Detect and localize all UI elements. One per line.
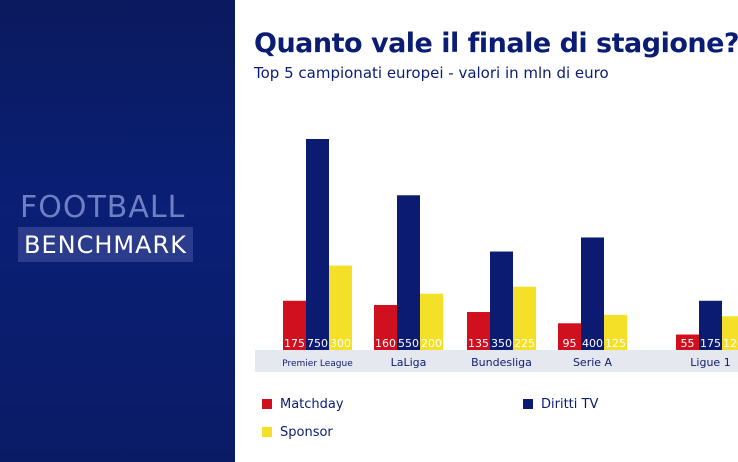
bar-matchday-ligue-1 — [676, 334, 699, 350]
brand-benchmark: BENCHMARK — [18, 227, 193, 262]
bar-matchday-serie-a — [558, 323, 581, 350]
x-tick-label-ligue-1: Ligue 1 — [690, 356, 730, 369]
chart-title: Quanto vale il finale di stagione? — [254, 28, 738, 59]
x-tick-label-premier-league: Premier League — [282, 359, 353, 369]
data-label-matchday-laliga: 160 — [375, 337, 396, 350]
data-label-diritti-tv-premier-league: 750 — [307, 337, 328, 350]
brand-football: FOOTBALL — [20, 190, 186, 225]
bar-matchday-bundesliga — [467, 312, 490, 350]
data-label-matchday-premier-league: 175 — [284, 337, 305, 350]
legend-item-tv: Diritti TV — [523, 397, 598, 412]
legend-swatch-sponsor — [262, 427, 272, 437]
x-tick-label-laliga: LaLiga — [391, 356, 427, 369]
data-label-sponsor-bundesliga: 225 — [514, 337, 535, 350]
data-label-diritti-tv-serie-a: 400 — [582, 337, 603, 350]
data-label-sponsor-laliga: 200 — [421, 337, 442, 350]
x-axis-band — [255, 350, 738, 372]
data-label-diritti-tv-ligue-1: 175 — [700, 337, 721, 350]
data-label-diritti-tv-laliga: 550 — [398, 337, 419, 350]
data-label-matchday-ligue-1: 55 — [681, 337, 695, 350]
bar-sponsor-laliga — [420, 293, 443, 350]
bar-diritti-tv-ligue-1 — [699, 300, 722, 350]
x-tick-label-serie-a: Serie A — [573, 356, 613, 369]
data-label-diritti-tv-bundesliga: 350 — [491, 337, 512, 350]
bar-matchday-premier-league — [283, 300, 306, 350]
legend-label-sponsor: Sponsor — [280, 425, 333, 440]
data-label-sponsor-ligue-1: 120 — [723, 337, 738, 350]
data-label-matchday-bundesliga: 135 — [468, 337, 489, 350]
legend-swatch-matchday — [262, 399, 272, 409]
bar-diritti-tv-serie-a — [581, 237, 604, 350]
bar-diritti-tv-premier-league — [306, 139, 329, 350]
bar-matchday-laliga — [374, 304, 397, 350]
bar-diritti-tv-laliga — [397, 195, 420, 350]
bar-sponsor-ligue-1 — [722, 316, 738, 350]
legend-label-tv: Diritti TV — [541, 397, 599, 412]
chart-subtitle: Top 5 campionati europei - valori in mln… — [254, 64, 609, 82]
bar-sponsor-serie-a — [604, 314, 627, 350]
legend-item-sponsor: Sponsor — [262, 425, 333, 440]
bar-sponsor-bundesliga — [513, 286, 536, 350]
bar-diritti-tv-bundesliga — [490, 251, 513, 350]
data-label-sponsor-serie-a: 125 — [605, 337, 626, 350]
legend-item-matchday: Matchday — [262, 397, 344, 412]
legend-label-matchday: Matchday — [280, 397, 344, 412]
x-tick-label-bundesliga: Bundesliga — [471, 356, 532, 369]
left-brand-panel: FOOTBALL BENCHMARK — [0, 0, 235, 462]
legend-swatch-tv — [523, 399, 533, 409]
data-label-matchday-serie-a: 95 — [563, 337, 577, 350]
bar-sponsor-premier-league — [329, 265, 352, 350]
data-label-sponsor-premier-league: 300 — [330, 337, 351, 350]
